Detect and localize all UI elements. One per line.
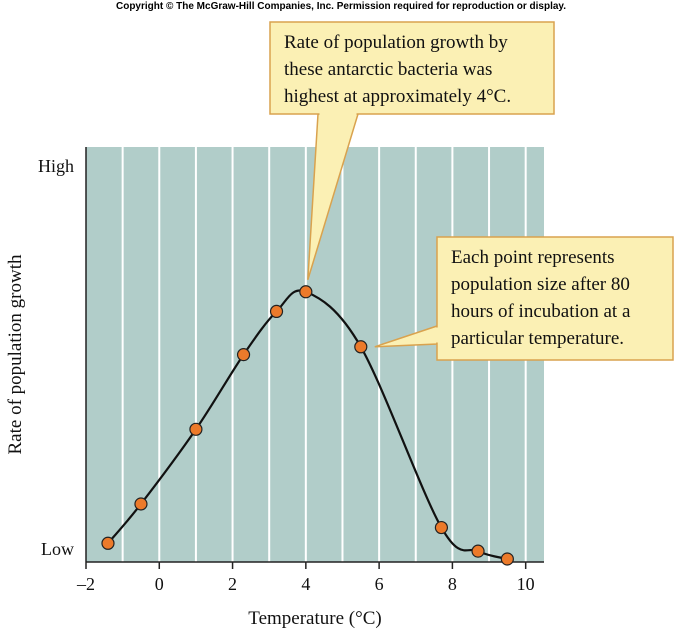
x-tick-label: 8 [448, 574, 457, 594]
x-tick-label: 10 [517, 574, 535, 594]
x-tick-label: –2 [76, 574, 95, 594]
plot-area [86, 147, 544, 562]
data-point [101, 536, 115, 550]
data-point [434, 520, 449, 535]
callout-text-line: highest at approximately 4°C. [284, 86, 511, 107]
callout-body [436, 236, 674, 361]
callout-box: Each point represents population size aft… [374, 236, 674, 361]
y-tick-label-low: Low [41, 539, 74, 559]
callout-text-line: Rate of population growth by [284, 32, 508, 53]
data-marks [101, 285, 514, 566]
data-point [134, 497, 148, 511]
data-point [500, 552, 514, 566]
copyright-notice: Copyright © The McGraw-Hill Companies, I… [115, 1, 567, 12]
axes: –2 0 2 4 6 8 10 Low High Temperature (°C) Rate of … [5, 147, 544, 629]
y-tick-label-high: High [38, 156, 74, 176]
callout-text-line: these antarctic bacteria was [284, 59, 492, 80]
callout-text-line: particular temperature. [451, 328, 624, 349]
callouts: Rate of population growth by these antarc… [269, 21, 674, 361]
x-tick-label: 4 [301, 574, 310, 594]
callout-text-line: population size after 80 [451, 274, 630, 295]
data-point [269, 304, 284, 319]
data-point [189, 422, 203, 436]
x-axis-title: Temperature (°C) [248, 608, 381, 629]
data-point [471, 544, 485, 558]
x-tick-label: 0 [155, 574, 164, 594]
x-tick-label: 6 [375, 574, 384, 594]
callout-body [269, 21, 555, 115]
data-point [236, 348, 251, 362]
data-point [299, 285, 313, 299]
y-axis-title: Rate of population growth [5, 254, 26, 454]
data-point [354, 340, 368, 354]
callout-box: Rate of population growth by these antarc… [269, 21, 555, 280]
callout-text-line: Each point represents [451, 247, 615, 268]
callout-text-line: hours of incubation at a [451, 301, 631, 322]
x-tick-label: 2 [228, 574, 237, 594]
